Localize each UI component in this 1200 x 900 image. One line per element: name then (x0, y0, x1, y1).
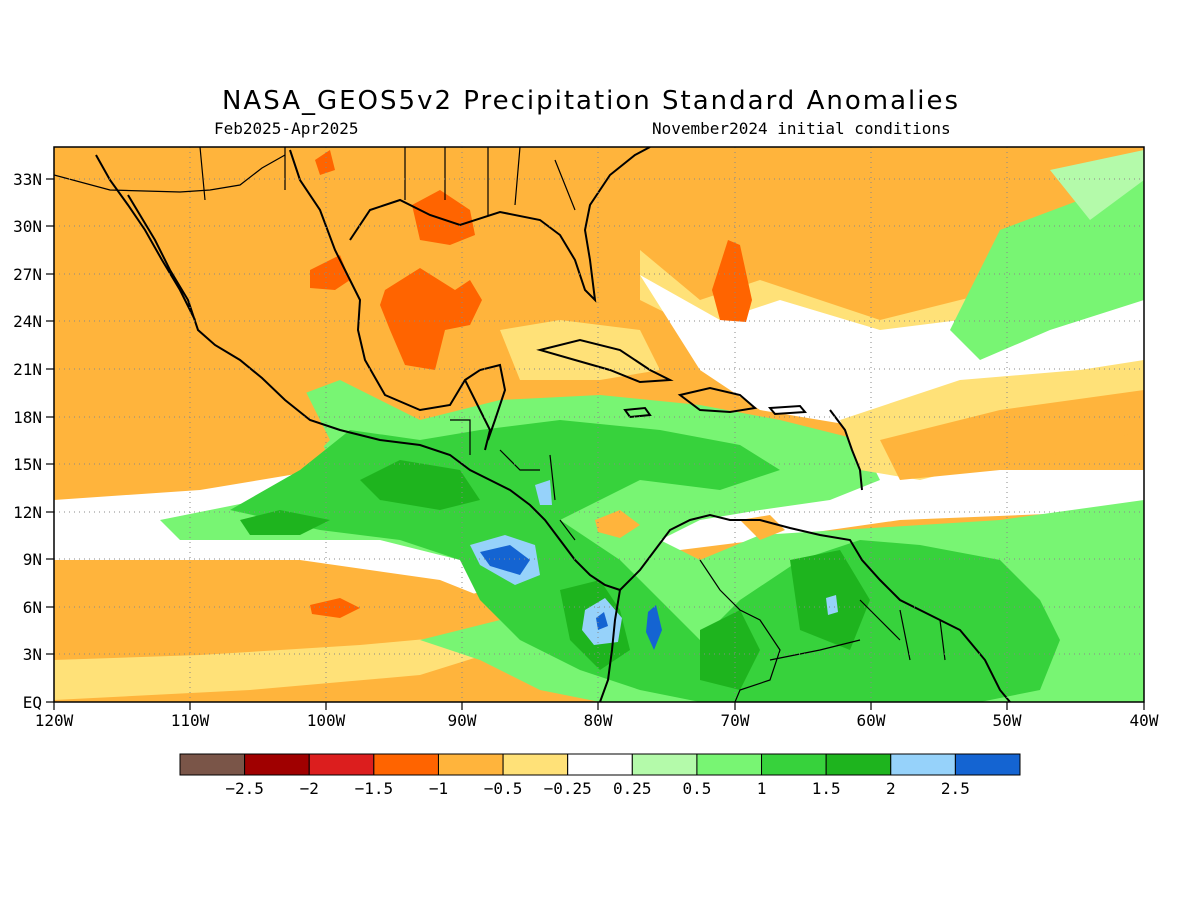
colorbar-swatch (308, 753, 375, 776)
lon-label: 60W (857, 711, 886, 730)
field-dry-core-pacific (310, 598, 360, 618)
yucatan-coastline (464, 379, 492, 451)
lat-label: 18N (13, 408, 42, 427)
colorbar (179, 753, 1021, 776)
field-dry-pacific-mexico (54, 300, 330, 490)
field-dry-venezuela-coast (740, 515, 785, 540)
puerto-rico-coastline (767, 404, 808, 416)
colorbar-swatch (244, 753, 310, 776)
field-light-dry-pacific (54, 635, 500, 700)
forecast-period: Feb2025-Apr2025 (214, 119, 359, 138)
hispaniola-coastline (677, 386, 758, 414)
colorbar-labels: −2.5 −2 −1.5 −1 −0.5 −0.25 0.25 0.5 1 1.5 2 2.5 (225, 779, 969, 798)
field-wet-extreme-4 (826, 595, 838, 615)
colorbar-swatch (825, 753, 892, 776)
lat-label: 3N (23, 645, 42, 664)
lon-label: 80W (584, 711, 613, 730)
lat-label: 21N (13, 360, 42, 379)
colorbar-swatch (631, 753, 698, 776)
axis-ticks (46, 178, 1145, 710)
lat-label: 33N (13, 170, 42, 189)
lat-labels: EQ 3N 6N 9N 12N 15N 18N 21N 24N 27N 30N … (13, 170, 42, 712)
antilles-arc (829, 409, 863, 491)
field-dry-trade-belt (880, 390, 1144, 480)
field-wet-strong-5 (240, 510, 330, 535)
field-wet-strong-1 (360, 460, 480, 510)
colorbar-label: −1 (429, 779, 448, 798)
colorbar-label: 2.5 (941, 779, 970, 798)
lon-label: 100W (307, 711, 346, 730)
field-dry-core-louisiana (412, 190, 475, 245)
field-dry-pacific-tongue (54, 560, 490, 660)
lon-label: 120W (35, 711, 74, 730)
colorbar-swatch (567, 753, 633, 776)
field-dry-core-atlantic (712, 240, 752, 322)
jamaica-coastline (623, 406, 652, 419)
lat-label: 24N (13, 312, 42, 331)
lon-label: 110W (171, 711, 210, 730)
central-america-borders (450, 419, 576, 541)
colorbar-swatch (502, 753, 569, 776)
colorbar-label: −1.5 (355, 779, 394, 798)
borders (54, 147, 946, 702)
colorbar-label: 2 (886, 779, 896, 798)
lon-label: 40W (1130, 711, 1159, 730)
field-wet-extreme-core-2 (596, 612, 608, 630)
colorbar-label: −0.25 (544, 779, 592, 798)
initial-conditions: November2024 initial conditions (652, 119, 951, 138)
colorbar-swatch (437, 753, 504, 776)
field-dry-core-mexico (310, 255, 350, 290)
cuba-coastline (536, 338, 674, 384)
south-america-coastline (619, 513, 1011, 702)
gulf-coastline (289, 149, 507, 441)
colorbar-label: 1.5 (812, 779, 841, 798)
field-wet-extreme-core-1 (480, 545, 530, 575)
coastlines (95, 147, 1011, 702)
lat-label: 6N (23, 598, 42, 617)
plot-frame (53, 146, 1145, 703)
lon-label: 90W (448, 711, 477, 730)
us-state-borders (199, 147, 576, 215)
anomaly-field (54, 147, 1144, 702)
field-dry-core-texas (315, 150, 335, 175)
colorbar-swatch (954, 753, 1021, 776)
field-dry-colombia-coast (595, 510, 640, 538)
colorbar-swatch (761, 753, 827, 776)
us-gulf-coastline (349, 147, 651, 303)
colorbar-label: −0.5 (484, 779, 523, 798)
colorbar-swatch (179, 753, 246, 776)
lat-label: EQ (23, 693, 42, 712)
field-light-wet-ne (1050, 150, 1144, 220)
colorbar-label: −2.5 (225, 779, 264, 798)
field-light-dry-cuba (500, 320, 660, 380)
field-wet-strong-3 (700, 610, 760, 690)
lat-label: 27N (13, 265, 42, 284)
gridlines (54, 147, 1144, 702)
colorbar-swatch (890, 753, 956, 776)
colorbar-swatch (696, 753, 763, 776)
map-title: NASA_GEOS5v2 Precipitation Standard Anom… (221, 86, 961, 116)
colorbar-label: 1 (757, 779, 767, 798)
colorbar-label: −2 (300, 779, 319, 798)
lat-label: 12N (13, 503, 42, 522)
lon-labels: 120W 110W 100W 90W 80W 70W 60W 50W 40W (35, 711, 1159, 730)
us-mexico-border (54, 154, 286, 193)
colorbar-label: 0.5 (682, 779, 711, 798)
pacific-coastline (95, 154, 621, 591)
field-wet-extreme-3 (535, 480, 552, 505)
field-wet-extreme-core-3 (646, 605, 662, 650)
lat-label: 9N (23, 550, 42, 569)
lon-label: 70W (721, 711, 750, 730)
lat-label: 30N (13, 217, 42, 236)
colombia-pacific-coastline (599, 589, 621, 702)
lat-label: 15N (13, 455, 42, 474)
south-america-borders (699, 559, 946, 702)
lon-label: 50W (993, 711, 1022, 730)
field-dry-core-gulf (380, 268, 482, 370)
colorbar-label: 0.25 (613, 779, 652, 798)
colorbar-swatch (373, 753, 439, 776)
